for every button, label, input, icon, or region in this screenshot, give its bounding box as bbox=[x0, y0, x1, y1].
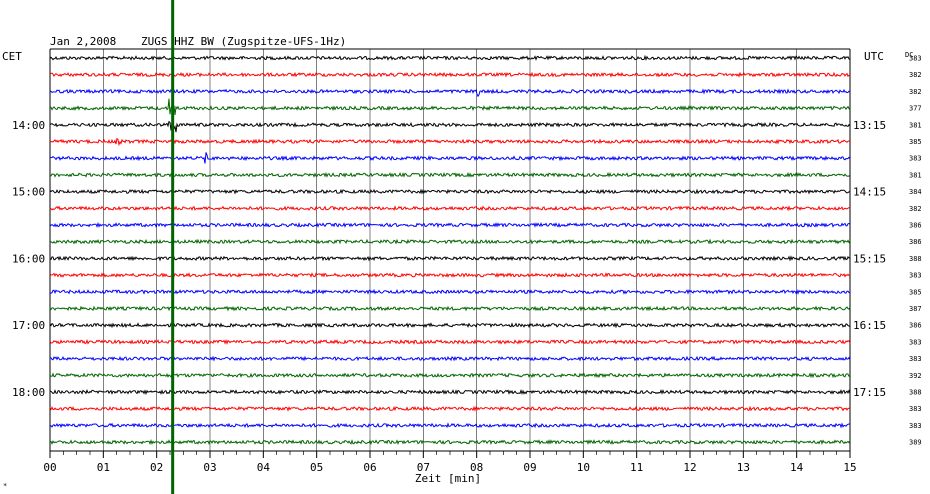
trace-row-6 bbox=[49, 152, 851, 164]
trace-row-21 bbox=[49, 405, 851, 412]
trace-row-19 bbox=[49, 372, 851, 379]
x-tick-label: 10 bbox=[577, 461, 590, 474]
dc-offset-value: 382 bbox=[909, 205, 922, 213]
dc-offset-value: 384 bbox=[909, 188, 922, 196]
record-date: Jan 2,2008 bbox=[50, 35, 116, 48]
x-tick-label: 05 bbox=[310, 461, 323, 474]
trace-row-23 bbox=[49, 439, 851, 446]
trace-row-12 bbox=[49, 255, 851, 262]
x-axis-title: Zeit [min] bbox=[415, 472, 481, 485]
dc-offset-value: 387 bbox=[909, 305, 922, 313]
dc-offset-value: 383 bbox=[909, 422, 922, 430]
dc-offset-value: 383 bbox=[909, 338, 922, 346]
left-hour-label: 15:00 bbox=[12, 186, 45, 199]
dc-offset-value: 386 bbox=[909, 322, 922, 330]
trace-row-11 bbox=[49, 238, 851, 245]
x-tick-label: 09 bbox=[523, 461, 536, 474]
trace-row-18 bbox=[49, 355, 851, 362]
x-tick-label: 13 bbox=[737, 461, 750, 474]
dc-offset-value: 377 bbox=[909, 105, 922, 113]
left-hour-label: 16:00 bbox=[12, 252, 45, 265]
trace-row-17 bbox=[49, 338, 851, 346]
left-hour-label: 18:00 bbox=[12, 386, 45, 399]
trace-row-1 bbox=[49, 71, 851, 78]
trace-row-15 bbox=[49, 305, 851, 312]
dc-offset-value: 386 bbox=[909, 238, 922, 246]
x-tick-label: 15 bbox=[843, 461, 856, 474]
trace-row-16 bbox=[49, 322, 851, 329]
dc-offset-value: 381 bbox=[909, 121, 922, 129]
trace-row-14 bbox=[49, 288, 851, 295]
x-tick-label: 01 bbox=[97, 461, 110, 474]
time-labels: 14:00 15:00 16:00 17:00 18:00 13:15 14:15 15:15… bbox=[12, 119, 886, 399]
left-timezone-label: CET bbox=[2, 50, 22, 63]
trace-row-2 bbox=[49, 88, 851, 98]
x-tick-label: 06 bbox=[363, 461, 376, 474]
right-hour-label: 13:15 bbox=[853, 119, 886, 132]
x-tick-label: 07 bbox=[417, 461, 430, 474]
dc-offset-value: 386 bbox=[909, 222, 922, 230]
right-hour-label: 17:15 bbox=[853, 386, 886, 399]
trace-row-3 bbox=[50, 98, 851, 115]
x-tick-label: 02 bbox=[150, 461, 163, 474]
right-timezone-label: UTC bbox=[864, 50, 884, 63]
dc-offset-value: 388 bbox=[909, 389, 922, 397]
trace-row-8 bbox=[49, 188, 851, 195]
dc-offset-value: 389 bbox=[909, 439, 922, 447]
station-label: ZUGS HHZ BW (Zugspitze-UFS-1Hz) bbox=[141, 35, 346, 48]
x-tick-label: 14 bbox=[790, 461, 804, 474]
right-hour-label: 15:15 bbox=[853, 252, 886, 265]
dc-offset-value: 388 bbox=[909, 255, 922, 263]
trace-row-7 bbox=[49, 171, 851, 178]
x-tick-label: 12 bbox=[683, 461, 696, 474]
dc-offset-value: 392 bbox=[909, 372, 922, 380]
dc-offset-value: 383 bbox=[909, 405, 922, 413]
dc-column-label: DC bbox=[905, 51, 913, 59]
trace-row-9 bbox=[49, 205, 851, 212]
minute-grid bbox=[49, 49, 851, 451]
x-tick-label: 04 bbox=[257, 461, 271, 474]
trace-row-22 bbox=[49, 422, 850, 429]
x-tick-label: 03 bbox=[203, 461, 216, 474]
left-hour-label: 17:00 bbox=[12, 319, 45, 332]
dc-offset-value: 383 bbox=[909, 55, 922, 63]
right-hour-label: 16:15 bbox=[853, 319, 886, 332]
x-tick-label: 00 bbox=[43, 461, 56, 474]
seismic-traces bbox=[49, 54, 851, 446]
dc-offset-value: 383 bbox=[909, 272, 922, 280]
dc-offset-value: 381 bbox=[909, 171, 922, 179]
trace-row-13 bbox=[49, 272, 851, 278]
trace-row-0 bbox=[49, 54, 851, 62]
right-hour-label: 14:15 bbox=[853, 186, 886, 199]
dc-offset-value: 385 bbox=[909, 138, 922, 146]
dc-offset-value: 382 bbox=[909, 88, 922, 96]
dc-offset-value: 382 bbox=[909, 71, 922, 79]
dc-offset-value: 383 bbox=[909, 355, 922, 363]
left-hour-label: 14:00 bbox=[12, 119, 45, 132]
x-tick-label: 11 bbox=[630, 461, 643, 474]
trace-row-10 bbox=[49, 221, 851, 228]
x-tick-label: 08 bbox=[470, 461, 483, 474]
dc-offset-column: 383 382 382 377 381 385 383 381 384 382 386 386 388 3… bbox=[909, 55, 922, 447]
trace-row-20 bbox=[49, 388, 851, 396]
trace-row-5 bbox=[49, 137, 851, 147]
trace-row-4 bbox=[49, 120, 851, 133]
dc-offset-value: 383 bbox=[909, 155, 922, 163]
dc-offset-value: 385 bbox=[909, 288, 922, 296]
x-axis: 00 01 02 03 04 05 06 07 08 09 10 11 12 13 14 15 bbox=[43, 451, 857, 474]
corner-mark: * bbox=[3, 482, 7, 490]
